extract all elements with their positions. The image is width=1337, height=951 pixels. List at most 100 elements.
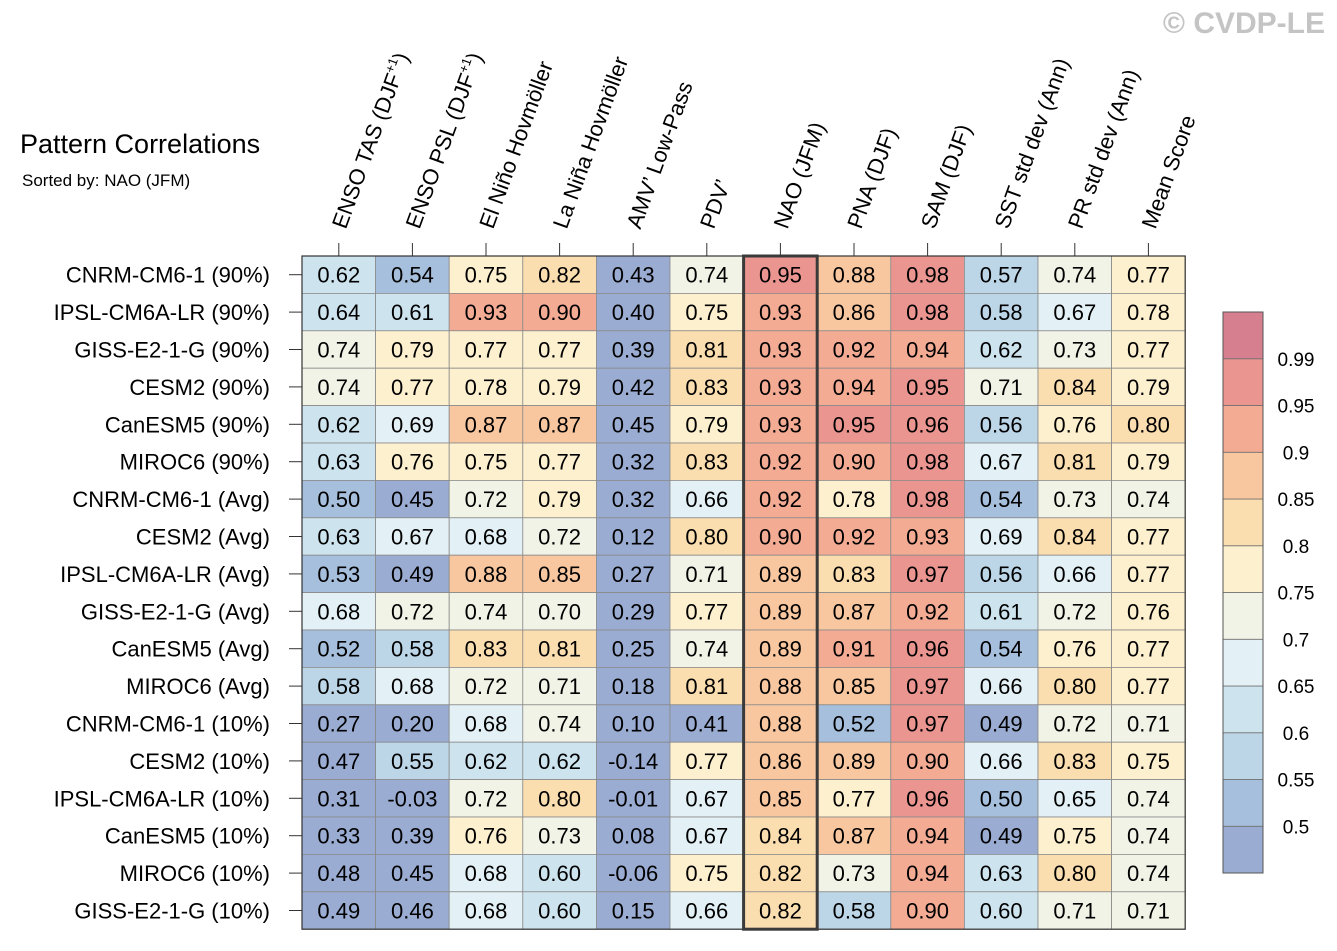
cell-value: 0.60	[538, 861, 581, 886]
cell-value: 0.75	[465, 263, 508, 288]
row-label: CESM2 (10%)	[129, 749, 270, 774]
cell-value: 0.52	[833, 712, 876, 737]
heatmap-cell	[743, 517, 818, 556]
cell-value: 0.92	[759, 487, 802, 512]
cell-value: 0.68	[465, 899, 508, 924]
cell-value: 0.68	[465, 712, 508, 737]
heatmap-cell	[448, 816, 524, 855]
cell-value: 0.60	[538, 899, 581, 924]
heatmap-cell	[1111, 891, 1186, 930]
cell-value: 0.71	[980, 375, 1023, 400]
cell-value: 0.58	[391, 637, 434, 662]
cell-value: 0.54	[980, 487, 1023, 512]
cell-value: 0.85	[833, 674, 876, 699]
cell-value: 0.92	[833, 525, 876, 550]
heatmap-cell	[448, 367, 524, 407]
cell-value: 0.29	[612, 599, 655, 624]
cell-value: 0.74	[685, 263, 728, 288]
cell-value: 0.88	[759, 712, 802, 737]
cell-value: 0.53	[317, 562, 360, 587]
heatmap-cell	[375, 854, 450, 893]
row-label: MIROC6 (10%)	[120, 861, 270, 886]
heatmap-cell	[743, 479, 818, 519]
row-label: CESM2 (90%)	[129, 375, 270, 400]
heatmap-cell	[816, 779, 892, 818]
row-label: CanESM5 (10%)	[105, 824, 270, 849]
heatmap-cell	[964, 667, 1039, 706]
cell-value: 0.73	[538, 824, 581, 849]
heatmap-cell	[743, 330, 818, 369]
heatmap-cell	[669, 667, 744, 706]
colorbar-label: 0.9	[1283, 443, 1309, 464]
heatmap-cell	[596, 592, 671, 631]
heatmap-cell	[816, 816, 892, 855]
cell-value: 0.40	[612, 300, 655, 325]
cell-value: 0.77	[1127, 562, 1170, 587]
heatmap-cell	[1037, 667, 1112, 706]
cell-value: 0.49	[317, 899, 360, 924]
cell-value: 0.77	[1127, 637, 1170, 662]
heatmap-cell	[522, 592, 597, 631]
heatmap-cell	[448, 629, 524, 668]
cell-value: 0.68	[391, 674, 434, 699]
heatmap-cell	[890, 479, 965, 519]
colorbar-segment	[1222, 311, 1264, 360]
cell-value: 0.74	[1127, 861, 1170, 886]
heatmap-cell	[964, 367, 1039, 407]
heatmap-cell	[964, 704, 1039, 743]
cell-value: 0.66	[1053, 562, 1096, 587]
heatmap-cell	[743, 367, 818, 407]
colorbar-segment	[1222, 685, 1264, 734]
cell-value: 0.81	[685, 674, 728, 699]
heatmap-cell	[964, 741, 1039, 781]
heatmap-cell	[743, 554, 818, 594]
cell-value: 0.88	[759, 674, 802, 699]
heatmap-cell	[743, 667, 818, 706]
cell-value: 0.39	[391, 824, 434, 849]
row-label: GISS-E2-1-G (10%)	[74, 899, 270, 924]
cell-value: 0.75	[465, 450, 508, 475]
cell-value: 0.87	[833, 599, 876, 624]
heatmap-cell	[743, 442, 818, 481]
cell-value: 0.32	[612, 450, 655, 475]
cell-value: 0.94	[833, 375, 876, 400]
row-label: IPSL-CM6A-LR (10%)	[54, 786, 270, 811]
heatmap-cell	[890, 891, 965, 930]
row-label: IPSL-CM6A-LR (90%)	[54, 300, 270, 325]
heatmap-cell	[522, 629, 597, 668]
cell-value: 0.85	[538, 562, 581, 587]
column-label: AMV’ Low-Pass	[621, 78, 697, 232]
cell-value: 0.87	[538, 412, 581, 437]
column-label: PR std dev (Ann)	[1063, 66, 1144, 232]
cell-value: 0.78	[833, 487, 876, 512]
row-label: GISS-E2-1-G (90%)	[74, 338, 270, 363]
heatmap-cell	[1111, 255, 1186, 294]
cell-value: 0.75	[1127, 749, 1170, 774]
cell-value: 0.68	[465, 861, 508, 886]
cell-value: 0.77	[833, 786, 876, 811]
cell-value: 0.89	[833, 749, 876, 774]
cell-value: 0.77	[538, 338, 581, 363]
colorbar-frame	[1222, 311, 1264, 874]
heatmap-cell	[1037, 592, 1112, 631]
heatmap-cell	[964, 592, 1039, 631]
cell-value: 0.72	[538, 525, 581, 550]
colorbar-label: 0.7	[1283, 630, 1309, 651]
cell-value: 0.48	[317, 861, 360, 886]
cell-value: 0.97	[906, 674, 949, 699]
heatmap-cell	[743, 779, 818, 818]
heatmap-cell	[596, 741, 671, 781]
heatmap-cell	[375, 405, 450, 444]
heatmap-cell	[964, 255, 1039, 294]
cell-value: 0.82	[759, 861, 802, 886]
cell-value: 0.75	[685, 861, 728, 886]
cell-value: 0.54	[391, 263, 434, 288]
heatmap-cell	[816, 554, 892, 594]
cell-value: 0.63	[317, 450, 360, 475]
cell-value: 0.85	[759, 786, 802, 811]
column-label: SST std dev (Ann)	[989, 55, 1074, 232]
heatmap-cell	[669, 405, 744, 444]
cell-value: 0.77	[1127, 525, 1170, 550]
row-label: CNRM-CM6-1 (90%)	[66, 263, 270, 288]
cell-value: 0.45	[391, 861, 434, 886]
